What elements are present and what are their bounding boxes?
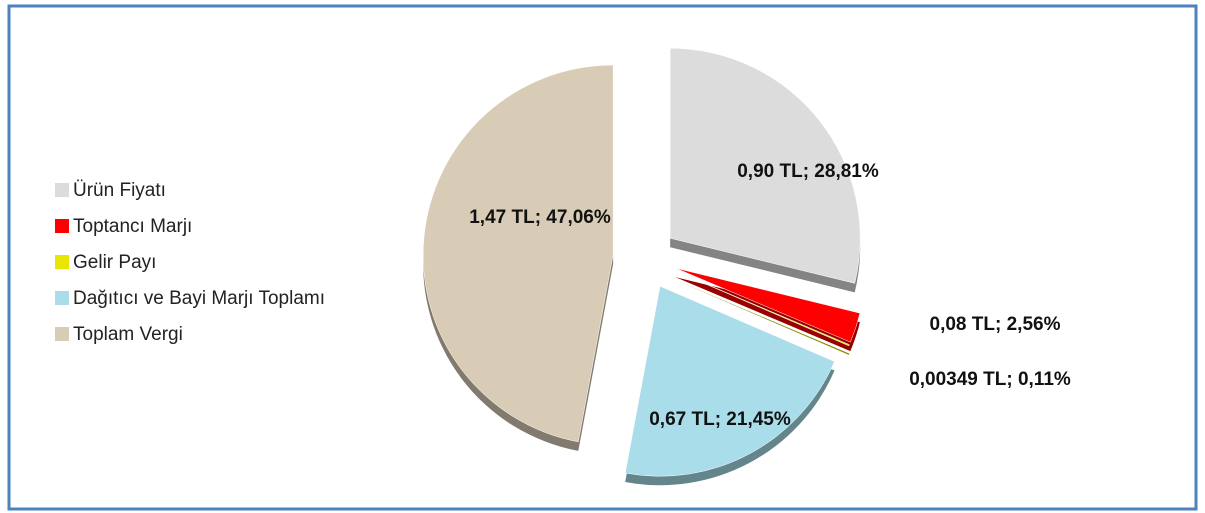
legend-swatch xyxy=(55,327,69,341)
legend-label: Dağıtıcı ve Bayi Marjı Toplamı xyxy=(73,288,325,309)
slice xyxy=(674,270,850,347)
slice xyxy=(624,285,835,477)
slice xyxy=(422,64,614,443)
legend-label: Toplam Vergi xyxy=(73,324,183,345)
data-labels: 0,90 TL; 28,81% 0,08 TL; 2,56% 0,00349 TL;… xyxy=(469,161,1071,430)
slice-side xyxy=(674,279,850,355)
legend: Ürün Fiyatı Toptancı Marjı Gelir Payı Dağıt… xyxy=(55,180,325,345)
legend-label: Toptancı Marjı xyxy=(73,216,192,237)
slice xyxy=(675,267,861,343)
data-label: 1,47 TL; 47,06% xyxy=(469,207,611,228)
legend-swatch xyxy=(55,255,69,269)
data-label: 0,08 TL; 2,56% xyxy=(930,314,1061,335)
legend-label: Gelir Payı xyxy=(73,252,156,273)
legend-swatch xyxy=(55,291,69,305)
data-label: 0,67 TL; 21,45% xyxy=(649,409,791,430)
legend-swatch xyxy=(55,219,69,233)
legend-swatch xyxy=(55,183,69,197)
slice xyxy=(669,47,861,284)
slice-side xyxy=(675,277,860,352)
pie xyxy=(422,47,861,486)
data-label: 0,00349 TL; 0,11% xyxy=(909,369,1071,390)
data-label: 0,90 TL; 28,81% xyxy=(737,161,879,182)
legend-label: Ürün Fiyatı xyxy=(73,180,166,201)
